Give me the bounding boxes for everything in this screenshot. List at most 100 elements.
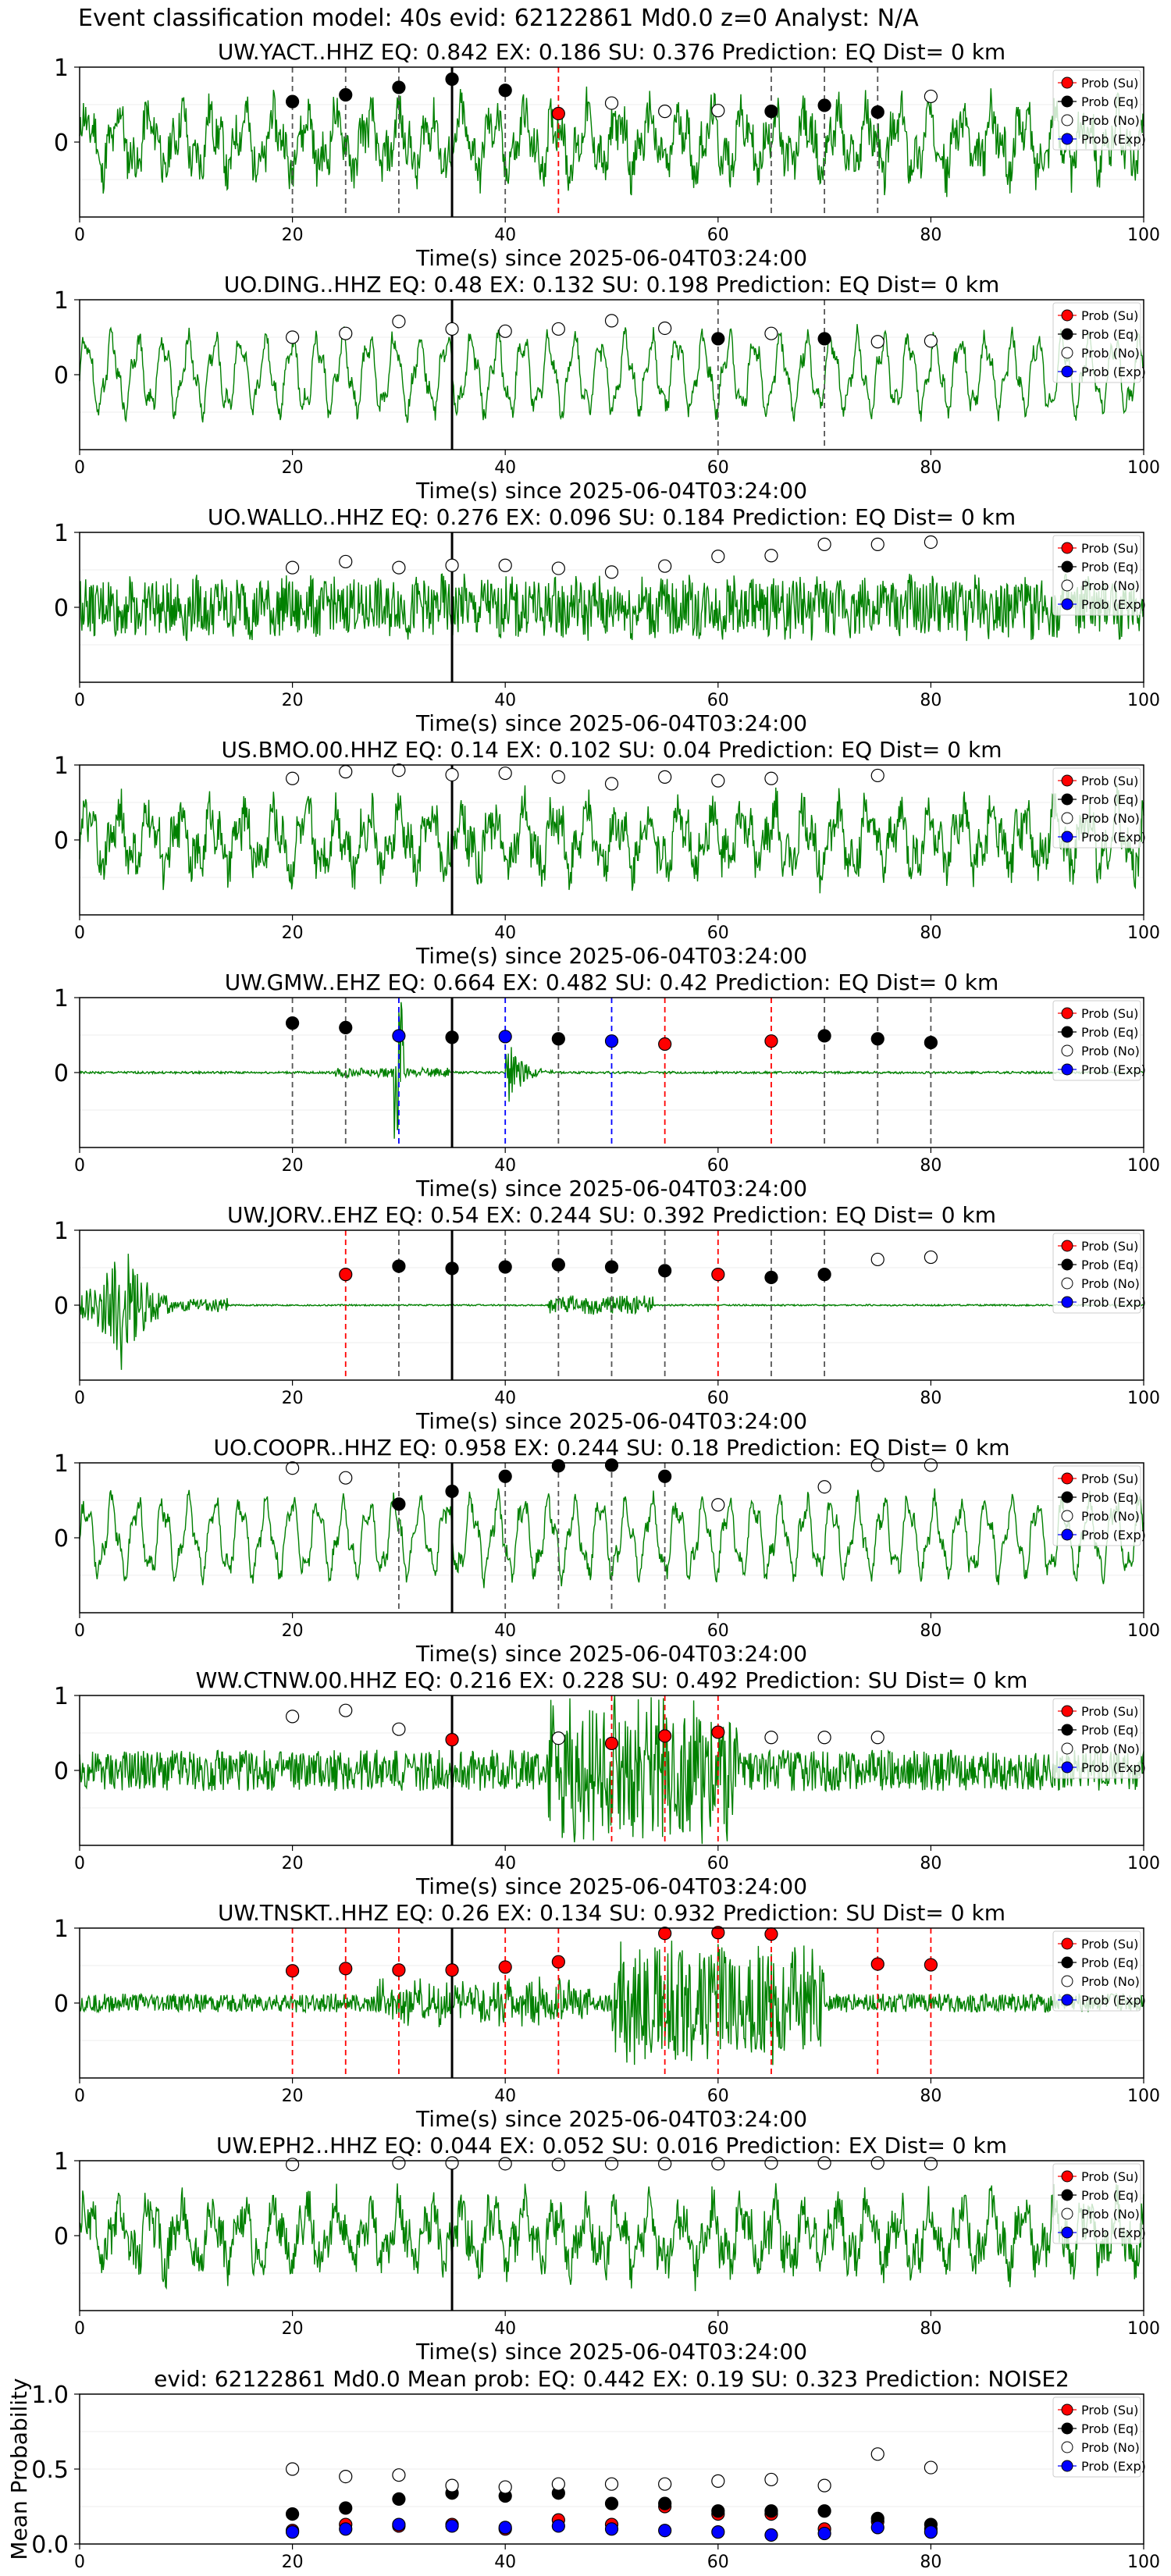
legend-marker — [1061, 2189, 1073, 2201]
waveform-trace — [79, 2183, 1144, 2292]
x-tick-label: 60 — [707, 1156, 729, 1176]
x-tick-label: 100 — [1127, 2553, 1160, 2572]
mean-prob-point — [286, 2525, 300, 2539]
legend-label-eq: Prob (Eq) — [1081, 1723, 1138, 1738]
mean-prob-point — [445, 2519, 459, 2533]
legend-marker — [1061, 1510, 1073, 1522]
legend-marker — [1061, 1937, 1073, 1950]
legend-label-exp: Prob (Exp) — [1081, 1295, 1146, 1310]
legend-marker — [1061, 309, 1073, 322]
prob-point — [392, 1497, 406, 1511]
x-tick-label: 60 — [707, 458, 729, 478]
x-tick-label: 40 — [494, 458, 516, 478]
y-tick-label: 0 — [54, 130, 69, 157]
prob-point — [924, 89, 938, 104]
prob-point — [658, 1264, 672, 1278]
legend-box — [1052, 1233, 1141, 1314]
prob-point — [286, 1964, 300, 1978]
mean-prob-point — [764, 2472, 778, 2487]
mean-prob-point — [498, 2521, 512, 2535]
panel-title: UO.COOPR..HHZ EQ: 0.958 EX: 0.244 SU: 0.… — [213, 1435, 1009, 1461]
legend-label-eq: Prob (Eq) — [1081, 792, 1138, 807]
prob-point — [445, 322, 459, 336]
prob-point — [551, 2158, 565, 2172]
y-tick-label: 1.0 — [31, 2382, 69, 2409]
legend-marker — [1061, 1258, 1073, 1271]
prob-point — [392, 315, 406, 329]
prob-point — [604, 96, 619, 110]
legend-label-no: Prob (No) — [1081, 1742, 1140, 1756]
mean-prob-point — [658, 2496, 672, 2510]
prob-point — [286, 560, 300, 575]
prob-point — [924, 2157, 938, 2171]
y-tick-label: 0 — [54, 1525, 69, 1553]
legend-label-no: Prob (No) — [1081, 1974, 1140, 1989]
panel-4: US.BMO.00.HHZ EQ: 0.14 EX: 0.102 SU: 0.0… — [54, 737, 1160, 969]
prob-point — [392, 1963, 406, 1977]
legend-label-su: Prob (Su) — [1081, 1704, 1138, 1719]
panel-10: UW.EPH2..HHZ EQ: 0.044 EX: 0.052 SU: 0.0… — [54, 2133, 1160, 2364]
legend-marker — [1061, 2422, 1073, 2435]
y-tick-label: 0.0 — [31, 2532, 69, 2559]
legend-marker — [1061, 1761, 1073, 1774]
legend-marker — [1061, 598, 1073, 610]
legend-marker — [1061, 1994, 1073, 2006]
prob-point — [604, 1034, 619, 1048]
prob-point — [817, 332, 831, 346]
prob-point — [870, 1252, 884, 1267]
mean-prob-point — [551, 2519, 565, 2533]
waveform-trace — [79, 1941, 1144, 2065]
x-tick-label: 20 — [282, 1156, 304, 1176]
y-tick-label: 1 — [54, 1450, 69, 1478]
legend-label-exp: Prob (Exp) — [1081, 1062, 1146, 1077]
legend-box — [1052, 2396, 1141, 2478]
x-tick-label: 80 — [920, 1854, 941, 1873]
x-tick-label: 20 — [282, 1389, 304, 1408]
x-tick-label: 60 — [707, 1621, 729, 1641]
x-tick-label: 80 — [920, 691, 941, 710]
waveform-trace — [79, 784, 1144, 894]
legend-marker — [1061, 831, 1073, 843]
x-axis-label: Time(s) since 2025-06-04T03:24:00 — [415, 1176, 807, 1201]
y-tick-label: 0 — [54, 827, 69, 855]
legend-marker — [1061, 1742, 1073, 1755]
panel-8: WW.CTNW.00.HHZ EQ: 0.216 EX: 0.228 SU: 0… — [54, 1667, 1160, 1899]
legend-marker — [1061, 1240, 1073, 1252]
mean-prob-point — [870, 2447, 884, 2461]
legend-marker — [1061, 1007, 1073, 1019]
x-tick-label: 20 — [282, 458, 304, 478]
prob-point — [764, 549, 778, 563]
legend-label-eq: Prob (Eq) — [1081, 327, 1138, 342]
prob-point — [817, 98, 831, 112]
mean-prob-point — [764, 2528, 778, 2542]
x-tick-label: 80 — [920, 923, 941, 943]
x-tick-label: 60 — [707, 1389, 729, 1408]
prob-point — [445, 72, 459, 86]
prob-point — [924, 1035, 938, 1050]
prob-point — [764, 1927, 778, 1941]
legend-label-exp: Prob (Exp) — [1081, 1760, 1146, 1775]
legend-box — [1052, 1465, 1141, 1546]
legend-label-su: Prob (Su) — [1081, 2403, 1138, 2418]
prob-point — [817, 2156, 831, 2170]
prob-point — [339, 87, 353, 102]
prob-point — [392, 80, 406, 94]
prob-point — [551, 1955, 565, 1969]
panel-1: UW.YACT..HHZ EQ: 0.842 EX: 0.186 SU: 0.3… — [54, 39, 1160, 271]
prob-point — [870, 1957, 884, 1971]
prob-point — [711, 1498, 725, 1512]
legend-marker — [1061, 365, 1073, 378]
mean-prob-point — [339, 2501, 353, 2515]
panel-title: US.BMO.00.HHZ EQ: 0.14 EX: 0.102 SU: 0.0… — [221, 737, 1002, 763]
prob-point — [924, 1250, 938, 1265]
x-axis-label: Time(s) since 2025-06-04T03:24:00 — [415, 1641, 807, 1667]
y-tick-label: 0 — [54, 362, 69, 390]
mean-prob-point — [392, 2468, 406, 2482]
panel-11: evid: 62122861 Md0.0 Mean prob: EQ: 0.44… — [6, 2366, 1160, 2572]
y-tick-label: 1 — [54, 2148, 69, 2176]
x-tick-label: 40 — [494, 226, 516, 245]
x-tick-label: 20 — [282, 923, 304, 943]
prob-point — [498, 766, 512, 781]
legend-marker — [1061, 114, 1073, 126]
prob-point — [711, 1268, 725, 1282]
